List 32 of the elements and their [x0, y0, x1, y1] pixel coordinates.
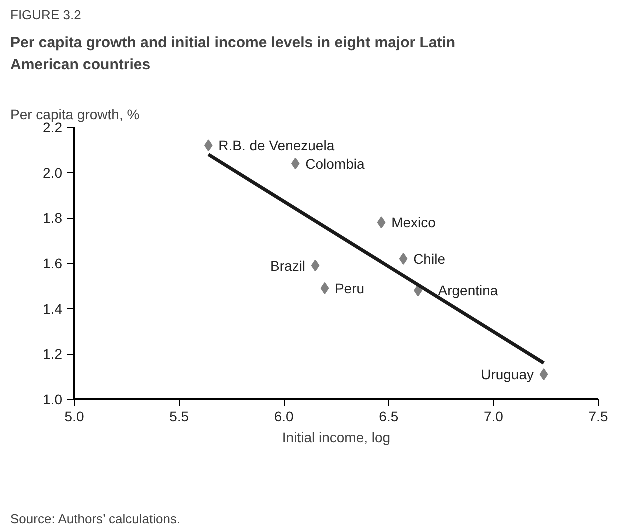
y-axis-title: Per capita growth, %: [10, 106, 140, 122]
annotation: Peru: [334, 280, 365, 296]
y-tick-label: 1.6: [43, 256, 63, 272]
annotation: Argentina: [438, 282, 498, 299]
annotation: R.B. de Venezuela: [218, 138, 335, 154]
annotation: Uruguay: [481, 366, 534, 383]
caption: FIGURE 3.2: [10, 8, 82, 22]
y-tick-label: 1.0: [43, 392, 63, 408]
point: [540, 368, 548, 381]
x-tick-label: 6.5: [379, 408, 399, 424]
annotation: Brazil: [270, 258, 306, 274]
annotation: Chile: [414, 250, 446, 267]
y-tick-label: 2.0: [43, 164, 63, 181]
chart-title: Per capita growth and initial income levels in eight major Latin American countries: [10, 34, 456, 74]
x-tick-label: 7.5: [588, 408, 608, 424]
annotation: Mexico: [392, 214, 436, 231]
annotation: Colombia: [306, 156, 365, 172]
x-tick-label: 5.0: [64, 408, 84, 424]
point: [399, 252, 408, 265]
point: [320, 282, 330, 294]
point: [377, 216, 386, 229]
source-note: Source: Authors’ calculations.: [10, 512, 181, 526]
x-tick-label: 7.0: [484, 408, 504, 424]
x-axis-title: Initial income, log: [282, 430, 391, 446]
point: [204, 140, 213, 152]
y-tick-label: 1.2: [43, 346, 63, 362]
point: [311, 260, 320, 272]
y-tick-label: 1.8: [43, 210, 63, 226]
x-tick-label: 6.0: [274, 408, 294, 424]
y-tick-label: 1.4: [43, 300, 63, 317]
x-tick-label: 5.5: [170, 408, 190, 424]
point: [291, 158, 300, 170]
